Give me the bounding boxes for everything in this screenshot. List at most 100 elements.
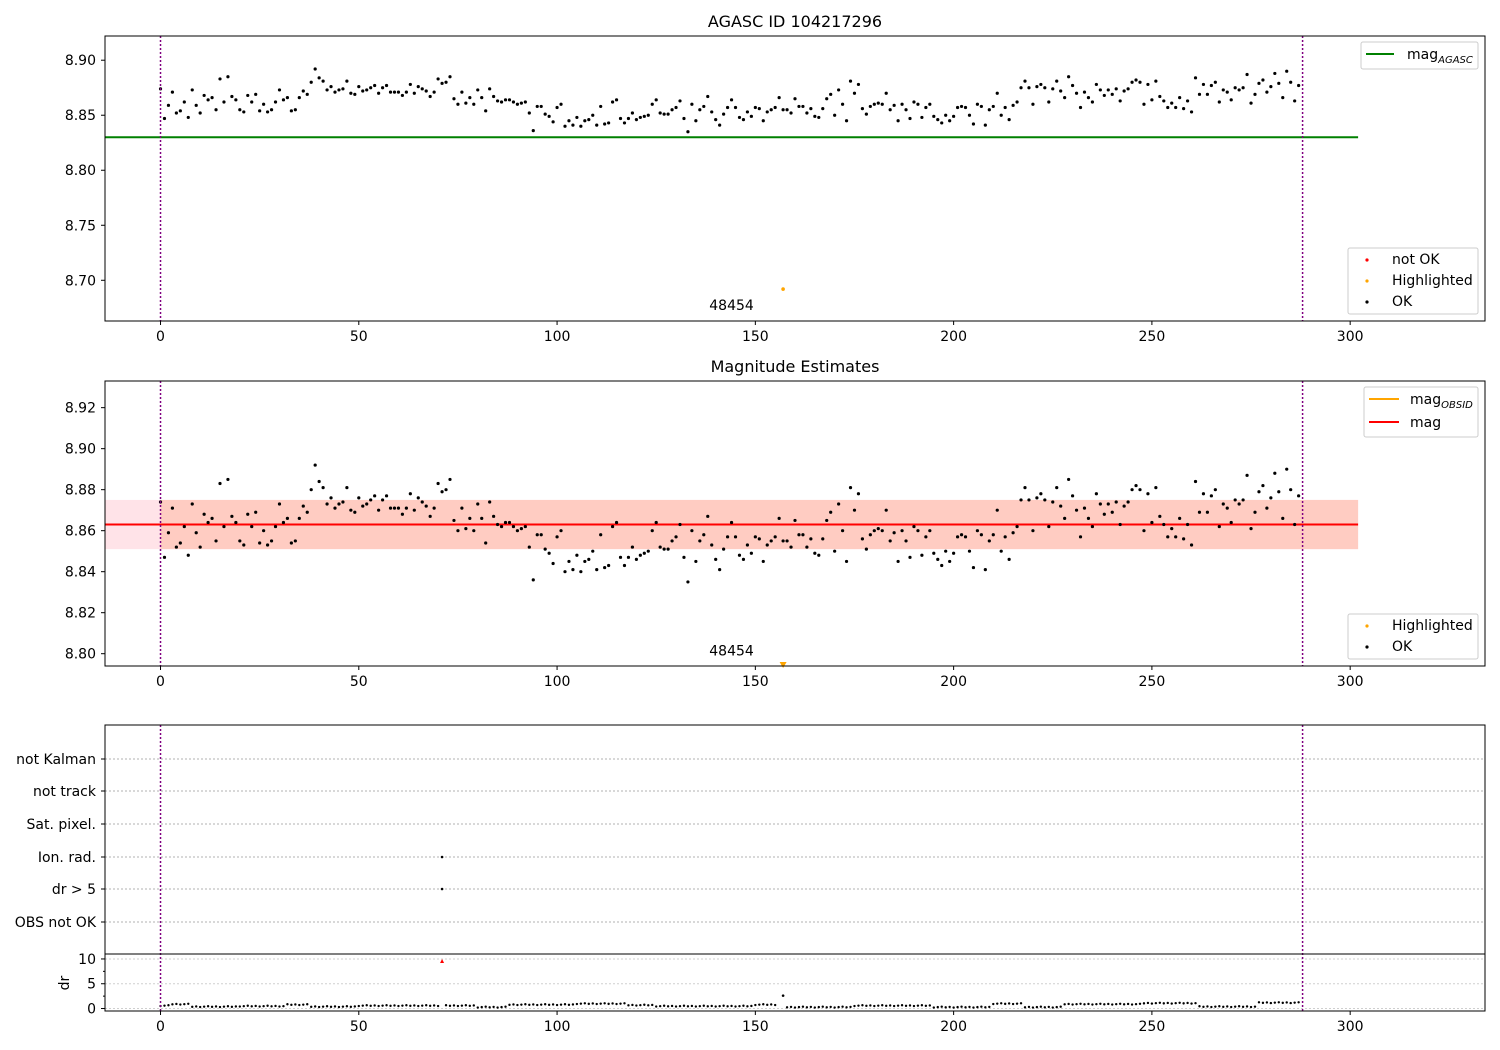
ok-point [821,537,825,541]
dr-point [686,1005,690,1008]
dr-point [571,1003,575,1006]
dr-point [198,1005,202,1009]
ok-point [745,110,750,114]
ok-point [436,77,440,81]
ok-point [975,102,980,106]
ok-point [1277,81,1281,85]
ok-point [781,108,785,112]
dr-point [325,1005,329,1008]
dr-point [1107,1002,1110,1006]
ok-point [654,520,658,525]
ok-point [725,105,730,110]
ok-point [1023,486,1027,490]
p1-xtick-label: 250 [1139,329,1166,345]
dr-point [706,1005,709,1008]
ok-point [801,104,805,109]
ok-point [971,122,976,126]
ok-point [666,547,670,551]
ok-point [852,508,857,512]
ok-point [630,111,635,115]
ok-point [710,543,714,547]
ok-point [365,88,369,92]
dr-point [389,1004,392,1008]
ok-point [979,104,983,109]
ok-point [531,578,535,582]
ok-point [254,510,258,514]
p3-xtick-label: 150 [742,1019,769,1035]
dr-point [357,1004,360,1008]
ok-point [1249,101,1253,105]
p2-ytick-label: 8.88 [65,483,96,499]
ok-point [1106,502,1110,506]
ok-point [817,115,821,120]
ok-point [983,568,987,572]
ok-point [1237,88,1241,92]
dr-point [532,1003,535,1006]
ok-point [258,109,262,113]
ok-point [757,537,761,541]
ok-point [329,496,333,500]
ok-point [408,82,412,87]
ok-point [484,541,488,545]
dr-point [488,1006,491,1009]
dr-point [976,1005,979,1009]
dr-point [1265,1001,1269,1004]
dr-point [432,1004,436,1007]
obsid-annotation: 48454 [709,298,754,314]
ok-point [1237,502,1241,506]
ok-point [833,549,837,553]
ok-point [170,506,175,510]
panel1-legend-bottom: not OK Highlighted OK [1347,247,1479,315]
ok-point [844,119,849,123]
dr-point [881,1004,884,1007]
dr-point [167,1004,170,1007]
ok-point [888,539,892,543]
ok-point [595,123,599,127]
dr-point [1130,1003,1134,1006]
dr-point [797,1005,801,1009]
dr-point [377,1004,380,1008]
ok-point [480,96,484,100]
ok-point [1086,516,1091,520]
ok-point [1205,510,1210,514]
ok-point [527,545,531,549]
ok-point [1055,486,1059,490]
ok-point [1067,75,1071,79]
dr-point [1182,1002,1185,1005]
dr-point [643,1003,646,1006]
ok-point [587,118,591,122]
ok-point [488,87,492,91]
ok-point [1118,99,1122,103]
dr-point [1083,1003,1086,1006]
ok-point [321,79,325,83]
ok-point [1142,102,1146,106]
ok-point [948,119,952,123]
dr-point [1142,1002,1146,1005]
ok-point [563,124,567,128]
p1-ytick-label: 8.90 [65,53,96,69]
dr-point [1273,1001,1277,1004]
ok-point [396,90,401,94]
ok-point [610,524,615,529]
ok-point [837,88,841,92]
dr-point [575,1002,579,1006]
ok-point [1265,506,1269,510]
ok-point [499,524,504,529]
ok-point [952,114,956,118]
ok-point [1269,85,1273,89]
ok-point [650,102,654,106]
dr-point [1281,1001,1284,1005]
dr-point [793,1006,797,1009]
dr-point [238,1005,242,1008]
dr-point [1071,1003,1074,1006]
dr-point [722,1004,725,1007]
dr-point [393,1004,396,1007]
p2-ytick-label: 8.92 [65,401,96,417]
flag-row-label: OBS not OK [15,915,97,931]
dr-point [195,1005,198,1008]
dr-point [1115,1002,1118,1006]
ok-point [416,496,420,500]
dr-ytick-label: 10 [78,952,96,968]
ok-point [932,551,936,555]
flag-point [440,887,444,891]
